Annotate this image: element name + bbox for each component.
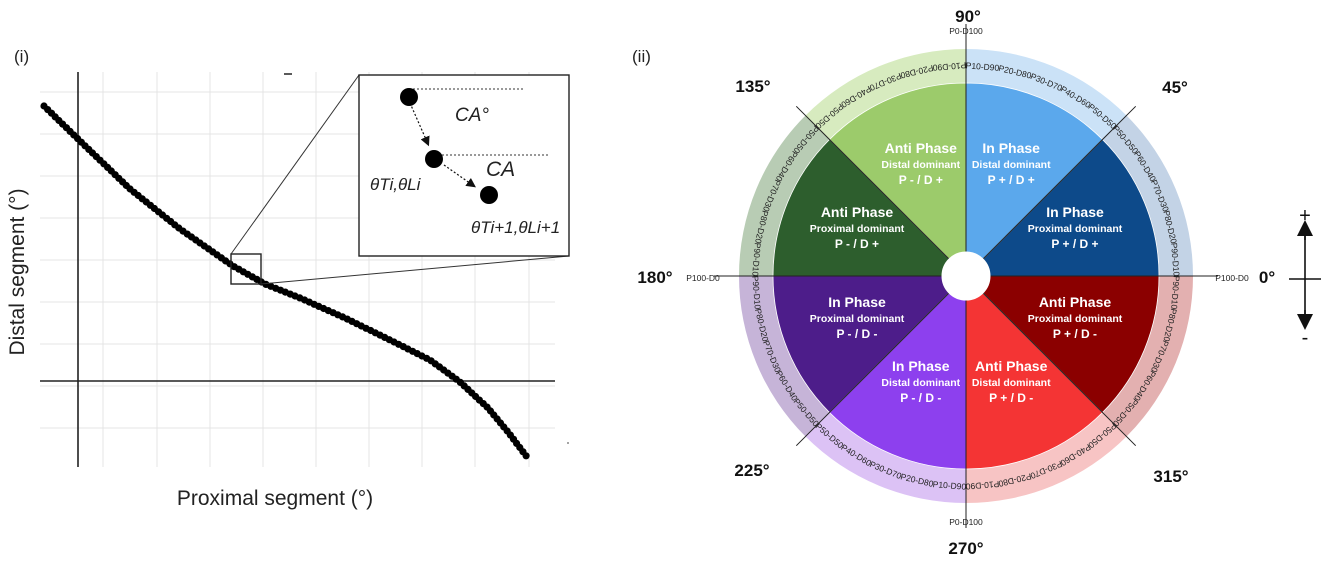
ring-segment (1102, 276, 1193, 437)
ring-segment (805, 49, 966, 140)
sector-title: Anti Phase (821, 204, 894, 220)
axis-end-top: P0-D100 (949, 26, 983, 36)
sector-subtitle: Proximal dominant (810, 313, 905, 325)
sector-label: In Phase Proximal dominant P + / D + (1028, 204, 1123, 251)
ring-label: P10-D90 (965, 479, 1000, 492)
inset: CA° CA θTi,θLi θTi+1,θLi+1 (358, 74, 570, 257)
zoom-line-bottom (260, 255, 570, 285)
sector-title: Anti Phase (1039, 294, 1112, 310)
panel-i: (i) CA° CA θTi,θLi θTi+1,θLi+1 Proximal … (6, 47, 570, 510)
boundary-line (982, 105, 1137, 260)
ring-label: P90-D10 (750, 242, 763, 277)
sector-title: In Phase (892, 358, 950, 374)
boundary-line (982, 292, 1137, 447)
panel-ii-label: (ii) (632, 47, 651, 66)
coordination-wheel: P90-D10P80-D20P70-D30P60-D40P50-D50P50-D… (714, 24, 1218, 528)
ring-label: P10-D90 (932, 60, 967, 73)
plus-sign: + (1299, 205, 1311, 227)
sector-sign: P - / D - (836, 327, 877, 341)
sector-title: In Phase (982, 140, 1040, 156)
sector-subtitle: Proximal dominant (1028, 313, 1123, 325)
axis-end-left: P100-D0 (686, 273, 720, 283)
sector-subtitle: Distal dominant (881, 159, 960, 171)
ca-degree-label: CA° (455, 105, 489, 126)
sector-sign: P - / D + (899, 173, 943, 187)
ring-label: P10-D90 (932, 479, 967, 492)
y-axis-label: Distal segment (°) (6, 188, 29, 355)
sector-label: In Phase Distal dominant P - / D - (881, 358, 960, 405)
sector-subtitle: Distal dominant (881, 377, 960, 389)
dot-mark (567, 442, 569, 444)
point-a (400, 88, 418, 106)
boundary-line (795, 292, 950, 447)
angle-45: 45° (1162, 78, 1188, 97)
zoom-line-top (230, 74, 360, 255)
sector-sign: P - / D - (900, 391, 941, 405)
sector-title: In Phase (1046, 204, 1104, 220)
sector-sign: P + / D + (1051, 237, 1098, 251)
point-c (480, 186, 498, 204)
sector-label: Anti Phase Proximal dominant P - / D + (810, 204, 905, 251)
sector-sign: P + / D - (989, 391, 1033, 405)
ring-label: P90-D10 (750, 275, 763, 310)
sector-label: Anti Phase Distal dominant P + / D - (972, 358, 1051, 405)
axis-end-bottom: P0-D100 (949, 517, 983, 527)
point-i-label: θTi,θLi (370, 175, 422, 194)
angle-225: 225° (734, 461, 769, 480)
coupling-curve (40, 102, 530, 460)
sector-subtitle: Distal dominant (972, 377, 1051, 389)
ring-segment (966, 412, 1127, 503)
sector-label: Anti Phase Proximal dominant P + / D - (1028, 294, 1123, 341)
ring-segment (1102, 115, 1193, 277)
sector-label: In Phase Proximal dominant P - / D - (810, 294, 905, 341)
sector-title: In Phase (828, 294, 886, 310)
angle-270: 270° (948, 539, 983, 558)
x-axis-label: Proximal segment (°) (177, 487, 373, 510)
ring-label: P90-D10 (1169, 242, 1182, 277)
sector-subtitle: Distal dominant (972, 159, 1051, 171)
axis-end-right: P100-D0 (1215, 273, 1249, 283)
zoom-box (230, 253, 262, 285)
ring-segment (739, 276, 830, 437)
point-i1-label: θTi+1,θLi+1 (471, 218, 560, 237)
sector-label: In Phase Distal dominant P + / D + (972, 140, 1051, 187)
center-hole (941, 251, 991, 301)
sign-indicator: + - (1289, 205, 1321, 349)
boundary-line (795, 105, 950, 260)
sector-sign: P + / D - (1053, 327, 1097, 341)
sector-sign: P - / D + (835, 237, 879, 251)
angle-90: 90° (955, 7, 981, 26)
sector-subtitle: Proximal dominant (810, 223, 905, 235)
ring-segment (966, 48, 1127, 140)
arrow-1 (409, 102, 430, 147)
panel-i-label: (i) (14, 47, 29, 66)
curve-point (522, 452, 530, 460)
ring-label: P10-D90 (965, 60, 1000, 73)
sector-sign: P + / D + (988, 173, 1035, 187)
point-b (425, 150, 443, 168)
ring-segment (739, 115, 830, 277)
angle-0: 0° (1259, 268, 1275, 287)
sector-label: Anti Phase Distal dominant P - / D + (881, 140, 960, 187)
sector-title: Anti Phase (975, 358, 1048, 374)
ring-label: P90-D10 (1169, 275, 1182, 310)
panel-ii: (ii) P90-D10P80-D20P70-D30P60-D40P50-D50… (632, 7, 1321, 558)
angle-315: 315° (1153, 467, 1188, 486)
angle-180: 180° (637, 268, 672, 287)
angle-135: 135° (735, 77, 770, 96)
minus-sign: - (1302, 327, 1309, 349)
ring-segment (805, 412, 966, 503)
inset-box (358, 74, 570, 257)
sector-subtitle: Proximal dominant (1028, 223, 1123, 235)
ca-label: CA (486, 158, 515, 181)
sector-title: Anti Phase (885, 140, 958, 156)
